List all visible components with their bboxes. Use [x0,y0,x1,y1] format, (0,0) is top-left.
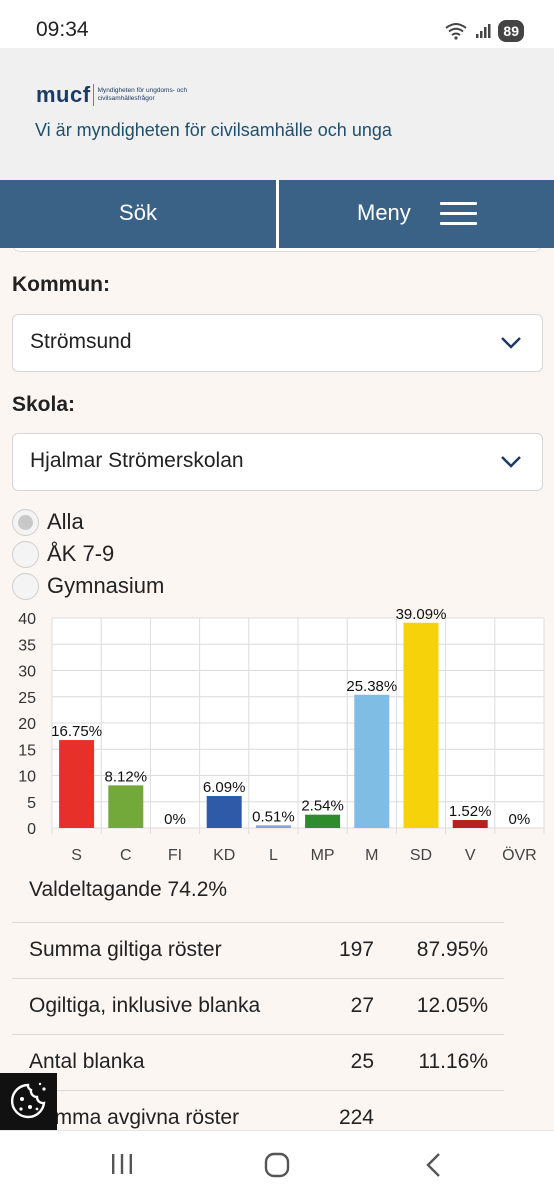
bar-data-label: 6.09% [203,779,246,796]
status-icons: 89 [444,19,524,43]
main-nav: Sök Meny [0,180,554,248]
x-tick-label: ÖVR [502,846,537,864]
x-tick-label: SD [410,847,432,864]
chart-bar [305,814,341,828]
hamburger-icon [440,202,477,226]
chart-bar [403,622,439,828]
table-row: Summa giltiga röster 197 87.95% [12,922,504,978]
signal-icon [476,24,491,38]
chart-bar [108,785,144,828]
y-tick-label: 10 [18,769,36,786]
radio-button[interactable] [12,572,39,600]
y-tick-label: 40 [18,611,36,628]
radio-button-checked[interactable] [12,508,39,536]
chart-bar [59,740,95,828]
bar-data-label: 8.12% [105,768,148,785]
radio-button[interactable] [12,540,39,568]
chevron-down-icon [501,337,521,349]
table-row: Summa avgivna röster 224 [12,1090,504,1130]
bar-data-label: 0% [164,811,186,828]
site-tagline: Vi är myndigheten för civilsamhälle och … [35,120,392,140]
main-content: Kommun: Strömsund Skola: Hjalmar Strömer… [0,248,554,1130]
radio-gymnasium[interactable]: Gymnasium [12,571,164,601]
row-count: 27 [350,994,374,1017]
x-tick-label: M [365,847,378,864]
row-percent: 12.05% [416,994,488,1017]
turnout-text: Valdeltagande 74.2% [29,878,228,901]
system-nav-bar [0,1130,554,1200]
y-tick-label: 30 [18,664,36,681]
radio-ak-7-9[interactable]: ÅK 7-9 [12,539,114,569]
menu-label: Meny [357,200,411,225]
logo-wordmark: mucf [36,82,91,107]
x-tick-label: MP [311,847,335,864]
row-label: Ogiltiga, inklusive blanka [29,994,261,1017]
bar-data-label: 2.54% [301,798,344,815]
chevron-down-icon [501,456,521,468]
school-value: Hjalmar Strömerskolan [30,449,244,472]
table-row: Antal blanka 25 11.16% [12,1034,504,1090]
cookie-icon [11,1082,46,1119]
menu-button[interactable]: Meny [279,180,554,248]
bar-data-label: 0% [509,811,531,828]
search-button[interactable]: Sök [119,200,157,225]
y-tick-label: 15 [18,742,36,759]
municipality-select[interactable]: Strömsund [12,314,543,372]
row-count: 197 [338,938,374,961]
battery-indicator: 89 [498,20,524,42]
home-icon[interactable] [264,1152,290,1178]
row-count: 25 [350,1050,374,1073]
logo-separator [92,84,94,106]
site-header: mucf Myndigheten för ungdoms- och civils… [0,48,554,180]
y-tick-label: 35 [18,637,36,654]
chart-bar [206,796,242,828]
row-label: Summa avgivna röster [29,1106,240,1129]
status-bar: 09:34 89 [0,0,554,48]
logo-subtitle: Myndigheten för ungdoms- och civilsamhäl… [97,87,188,102]
bar-data-label: 39.09% [396,606,447,623]
y-tick-label: 5 [27,795,36,812]
status-time: 09:34 [36,18,89,41]
radio-alla[interactable]: Alla [12,507,84,537]
previous-field-edge [12,248,542,252]
radio-label: ÅK 7-9 [47,541,115,566]
row-percent: 87.95% [416,938,488,961]
x-tick-label: V [465,847,476,864]
x-tick-label: KD [213,847,235,864]
y-tick-label: 0 [27,821,36,838]
radio-label: Alla [47,509,84,534]
table-row: Ogiltiga, inklusive blanka 27 12.05% [12,978,504,1034]
school-select[interactable]: Hjalmar Strömerskolan [12,433,543,491]
chart-bar [255,825,291,828]
bar-data-label: 25.38% [346,678,397,695]
bar-data-label: 1.52% [449,803,492,820]
row-count: 224 [338,1106,374,1129]
school-label: Skola: [12,393,76,416]
x-tick-label: FI [168,847,182,864]
row-percent: 11.16% [418,1050,488,1073]
x-tick-label: S [71,847,82,864]
chart-bar [354,694,390,828]
y-tick-label: 25 [18,690,36,707]
x-tick-label: C [120,847,132,864]
cookie-settings-button[interactable] [0,1073,57,1130]
row-label: Antal blanka [29,1050,145,1073]
municipality-value: Strömsund [30,330,132,353]
nav-divider [276,180,279,248]
bar-data-label: 0.51% [252,808,295,825]
municipality-label: Kommun: [12,273,110,296]
wifi-icon [445,23,468,40]
radio-label: Gymnasium [47,573,165,598]
recent-apps-icon[interactable] [110,1153,134,1175]
bar-data-label: 16.75% [51,723,102,740]
y-tick-label: 20 [18,716,36,733]
chart-bar [452,820,488,828]
row-label: Summa giltiga röster [29,938,222,961]
x-tick-label: L [269,847,278,864]
vote-share-chart: 0 5 10 15 20 25 30 35 40 16.75% S 8.12% C 0% FI 6.09% KD… [18,606,545,864]
mucf-logo[interactable]: mucf Myndigheten för ungdoms- och civils… [36,82,208,108]
back-icon[interactable] [424,1152,442,1178]
